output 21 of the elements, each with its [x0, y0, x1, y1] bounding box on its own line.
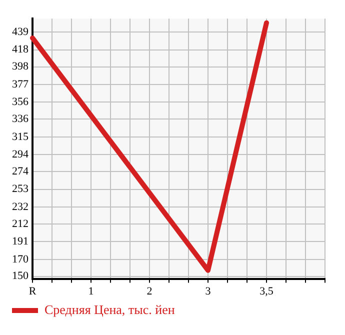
y-tick-label: 232 [12, 200, 28, 213]
x-tick-label: R [28, 285, 37, 298]
y-tick-label: 274 [12, 165, 29, 178]
y-tick-label: 439 [12, 26, 29, 38]
x-tick-label: 1 [88, 285, 94, 298]
y-tick-label: 398 [12, 60, 29, 73]
y-tick-label: 356 [12, 96, 29, 108]
x-tick-label: 3,5 [260, 285, 274, 298]
y-tick-label: 170 [12, 253, 29, 266]
legend-label: Средняя Цена, тыс. йен [44, 302, 175, 317]
x-tick-label: 3 [205, 285, 212, 298]
y-tick-label: 418 [12, 44, 29, 56]
y-tick-label: 294 [12, 148, 29, 161]
y-tick-label: 150 [12, 270, 29, 282]
y-tick-label: 191 [12, 236, 28, 248]
y-tick-label: 336 [12, 113, 29, 126]
y-tick-label: 377 [12, 78, 29, 90]
x-tick-label: 2 [146, 285, 152, 298]
y-tick-label: 212 [12, 218, 28, 230]
y-tick-label: 253 [12, 183, 29, 196]
y-tick-label: 315 [12, 130, 29, 143]
